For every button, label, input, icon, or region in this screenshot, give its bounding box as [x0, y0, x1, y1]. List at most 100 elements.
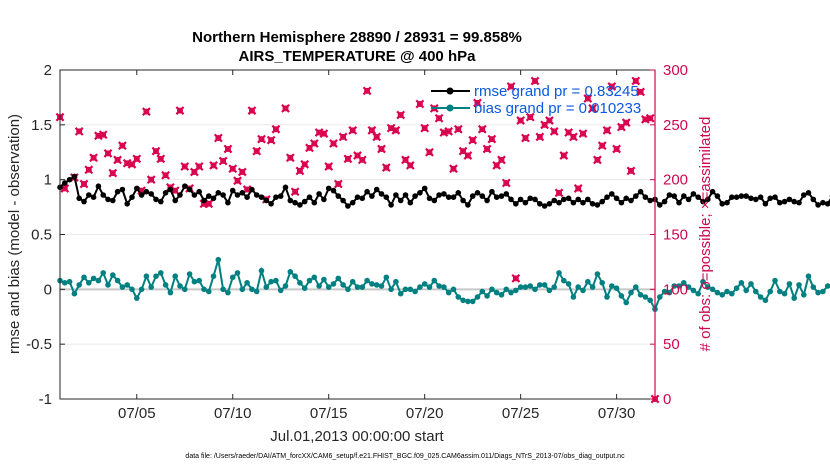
rmse-point — [594, 202, 601, 208]
rmse-point — [556, 199, 562, 206]
bias-point — [753, 288, 759, 295]
bias-point — [234, 270, 241, 276]
rmse-point — [513, 201, 519, 207]
rmse-point — [206, 193, 212, 199]
rmse-point — [748, 195, 754, 202]
x-tick-label: 07/25 — [502, 405, 540, 422]
obs-marker — [463, 151, 473, 160]
rmse-point — [815, 202, 821, 208]
rmse-point — [705, 196, 711, 203]
rmse-point — [685, 196, 692, 203]
bias-point — [594, 271, 601, 277]
rmse-point — [762, 201, 769, 207]
obs-marker — [473, 98, 482, 108]
rmse-point — [330, 187, 337, 194]
bias-point — [354, 284, 361, 290]
bias-point — [114, 277, 121, 284]
bias-point — [786, 281, 793, 287]
legend-bias-marker — [446, 104, 454, 112]
bias-point — [244, 280, 250, 286]
bias-point — [479, 288, 486, 295]
bias-point — [273, 277, 279, 284]
rmse-point — [546, 201, 553, 207]
bias-point — [546, 287, 553, 294]
bias-point — [431, 277, 438, 284]
rmse-point — [263, 197, 270, 204]
bias-point — [417, 284, 423, 290]
bias-point — [66, 278, 73, 285]
bias-point — [580, 287, 586, 294]
bias-point — [220, 286, 226, 293]
bias-point — [196, 277, 202, 284]
obs-marker — [338, 132, 348, 142]
rmse-point — [503, 191, 510, 197]
bias-point — [565, 281, 572, 287]
bias-point — [460, 297, 466, 304]
rmse-point — [532, 196, 538, 203]
obs-marker — [194, 162, 204, 171]
rmse-point — [561, 196, 567, 203]
bias-point — [585, 278, 591, 285]
rmse-point — [292, 199, 298, 206]
rmse-point — [575, 196, 581, 203]
rmse-point — [349, 199, 356, 206]
rmse-point — [383, 194, 390, 200]
rmse-point — [71, 173, 78, 180]
rmse-point — [657, 202, 663, 208]
obs-marker — [578, 129, 588, 138]
rmse-point — [820, 199, 826, 206]
y-right-tick-label: 100 — [663, 281, 688, 298]
bias-point — [306, 277, 313, 284]
bias-point — [359, 284, 366, 290]
obs-marker — [103, 148, 113, 158]
obs-marker — [151, 146, 161, 156]
bias-point — [100, 270, 106, 276]
rmse-point — [143, 188, 150, 195]
bias-point — [700, 278, 706, 285]
rmse-point — [729, 194, 735, 200]
rmse-point — [210, 195, 217, 202]
obs-marker — [516, 116, 526, 125]
rmse-point — [551, 197, 557, 204]
obs-marker — [362, 86, 372, 96]
rmse-point — [637, 188, 644, 195]
y-left-tick-label: -1 — [39, 391, 52, 408]
bias-point — [633, 284, 639, 290]
rmse-point — [402, 192, 409, 198]
bias-point — [493, 289, 500, 296]
x-tick-label: 07/15 — [310, 405, 348, 422]
rmse-point — [158, 198, 164, 205]
rmse-point — [474, 190, 481, 196]
y-right-tick-label: 150 — [663, 227, 688, 244]
obs-marker — [549, 127, 559, 136]
rmse-point — [537, 201, 543, 207]
obs-marker — [84, 165, 94, 175]
obs-marker — [506, 82, 516, 91]
rmse-point — [301, 198, 308, 205]
obs-marker — [329, 139, 338, 148]
rmse-point — [268, 201, 274, 207]
rmse-point — [225, 199, 231, 206]
bias-point — [681, 280, 687, 286]
chart-title-line1: Northern Hemisphere 28890 / 28931 = 99.8… — [192, 29, 522, 46]
obs-marker — [113, 155, 122, 165]
rmse-point — [580, 199, 586, 206]
rmse-point — [86, 192, 92, 198]
obs-marker — [607, 82, 617, 91]
legend-rmse-label: rmse grand pr = 0.83245 — [474, 83, 639, 100]
obs-marker — [218, 156, 228, 166]
y-right-tick-label: 200 — [663, 172, 688, 189]
bias-point — [263, 284, 270, 290]
bias-point — [820, 288, 826, 295]
rmse-point — [460, 197, 466, 204]
rmse-point — [100, 192, 106, 198]
y-left-tick-label: 0.5 — [31, 227, 52, 244]
obs-marker — [597, 141, 607, 151]
rmse-point — [306, 194, 313, 200]
bias-point — [349, 278, 356, 285]
bias-point — [733, 285, 740, 292]
rmse-point — [234, 192, 241, 198]
legend: rmse grand pr = 0.83245 bias grand pr = … — [431, 83, 641, 117]
bias-point — [781, 290, 788, 297]
obs-marker — [420, 123, 430, 133]
